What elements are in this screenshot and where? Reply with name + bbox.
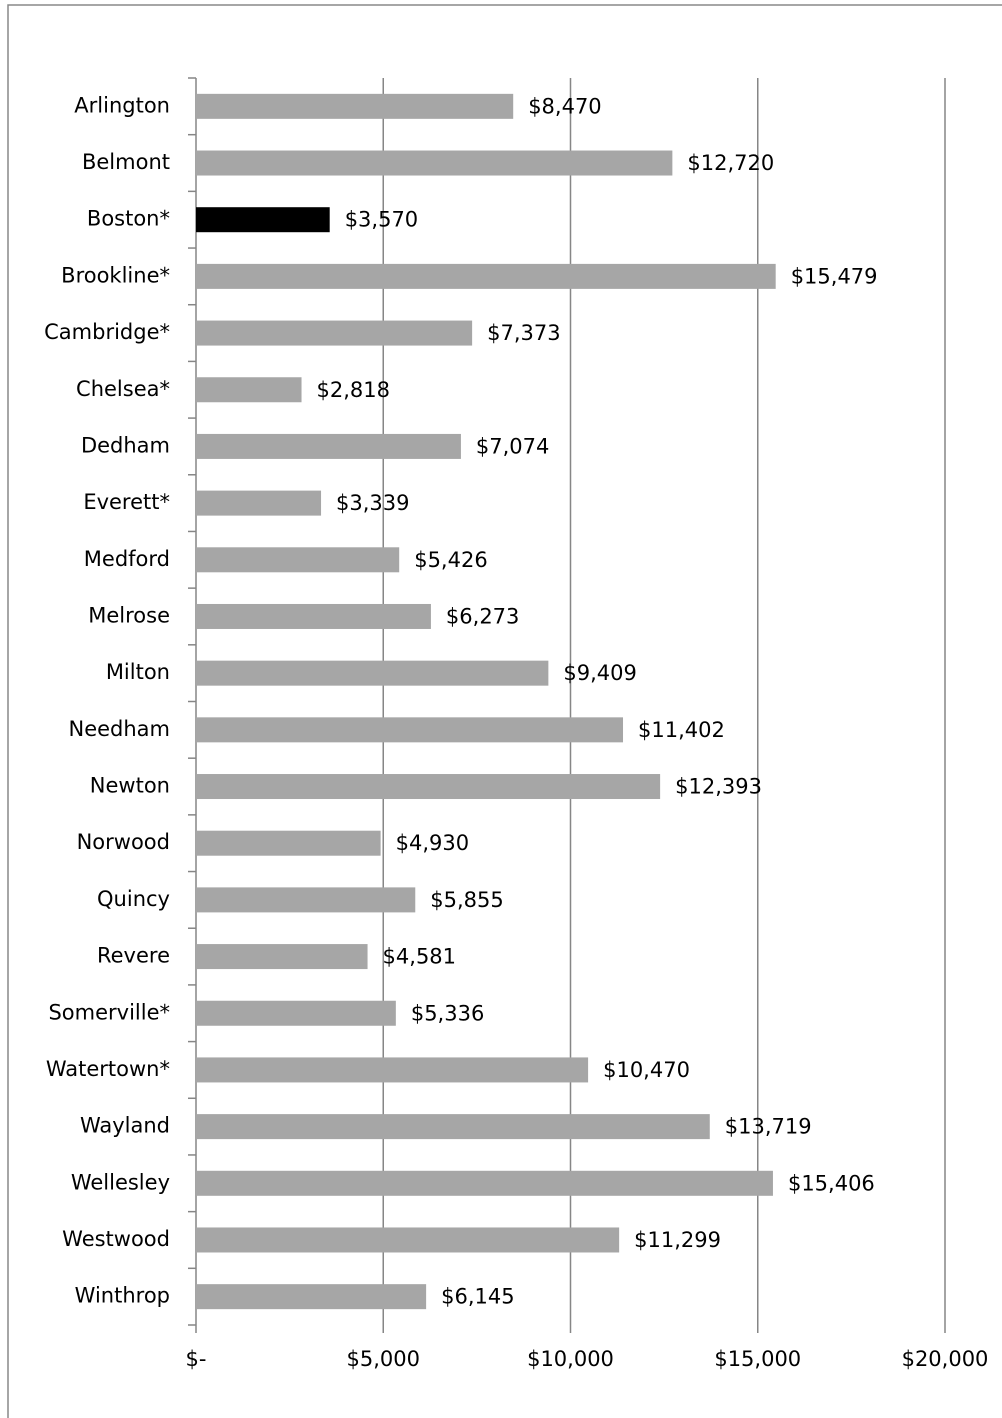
value-label: $5,426 xyxy=(414,548,487,572)
bar xyxy=(196,490,322,516)
value-label: $7,074 xyxy=(476,434,549,458)
x-tick-label: $5,000 xyxy=(347,1347,420,1371)
y-tick-label: Medford xyxy=(84,547,170,571)
value-label: $13,719 xyxy=(725,1115,812,1139)
y-tick-label: Quincy xyxy=(97,887,170,911)
value-label: $12,393 xyxy=(675,775,762,799)
value-label: $2,818 xyxy=(317,378,390,402)
y-tick-label: Boston* xyxy=(87,207,170,231)
bar xyxy=(196,944,368,970)
y-tick-label: Arlington xyxy=(74,93,170,117)
value-label: $7,373 xyxy=(487,321,560,345)
value-label: $4,581 xyxy=(383,945,456,969)
y-tick-label: Cambridge* xyxy=(44,320,170,344)
bar xyxy=(196,207,330,233)
y-tick-label: Watertown* xyxy=(46,1057,170,1081)
bar xyxy=(196,1000,396,1026)
bar xyxy=(196,320,473,346)
y-tick-label: Wayland xyxy=(80,1114,170,1138)
value-label: $9,409 xyxy=(563,661,636,685)
value-label: $6,273 xyxy=(446,604,519,628)
bar xyxy=(196,547,400,573)
y-tick-label: Westwood xyxy=(62,1227,170,1251)
bar xyxy=(196,1227,620,1253)
y-tick-label: Dedham xyxy=(81,433,170,457)
y-tick-label: Everett* xyxy=(83,490,170,514)
value-label: $6,145 xyxy=(441,1285,514,1309)
y-tick-label: Norwood xyxy=(77,830,170,854)
value-label: $11,299 xyxy=(634,1228,721,1252)
value-label: $15,479 xyxy=(791,264,878,288)
bar xyxy=(196,150,673,176)
x-tick-label: $20,000 xyxy=(902,1347,989,1371)
y-tick-label: Brookline* xyxy=(61,263,170,287)
value-label: $8,470 xyxy=(528,94,601,118)
bar xyxy=(196,1057,589,1083)
y-tick-label: Melrose xyxy=(88,603,170,627)
y-tick-label: Chelsea* xyxy=(76,377,170,401)
bar xyxy=(196,1284,427,1310)
value-label: $12,720 xyxy=(687,151,774,175)
value-label: $15,406 xyxy=(788,1171,875,1195)
x-tick-label: $- xyxy=(186,1347,207,1371)
x-tick-label: $15,000 xyxy=(714,1347,801,1371)
y-tick-label: Somerville* xyxy=(48,1000,170,1024)
bar xyxy=(196,433,461,459)
bar xyxy=(196,887,416,913)
y-tick-label: Wellesley xyxy=(71,1170,170,1194)
value-label: $10,470 xyxy=(603,1058,690,1082)
bar xyxy=(196,830,381,856)
y-tick-label: Milton xyxy=(106,660,170,684)
bar xyxy=(196,263,776,289)
y-tick-label: Revere xyxy=(97,944,170,968)
y-tick-label: Belmont xyxy=(82,150,170,174)
bar xyxy=(196,1170,773,1196)
y-tick-label: Needham xyxy=(68,717,170,741)
value-label: $11,402 xyxy=(638,718,725,742)
value-label: $3,339 xyxy=(336,491,409,515)
bar xyxy=(196,1114,710,1140)
x-tick-label: $10,000 xyxy=(527,1347,614,1371)
bar xyxy=(196,774,661,800)
bar xyxy=(196,377,302,403)
value-label: $5,336 xyxy=(411,1001,484,1025)
bar xyxy=(196,660,549,686)
value-label: $4,930 xyxy=(396,831,469,855)
y-tick-label: Winthrop xyxy=(75,1284,170,1308)
value-label: $3,570 xyxy=(345,208,418,232)
bar xyxy=(196,603,431,629)
y-tick-label: Newton xyxy=(90,774,170,798)
bar xyxy=(196,93,514,119)
bar xyxy=(196,717,624,743)
value-label: $5,855 xyxy=(430,888,503,912)
